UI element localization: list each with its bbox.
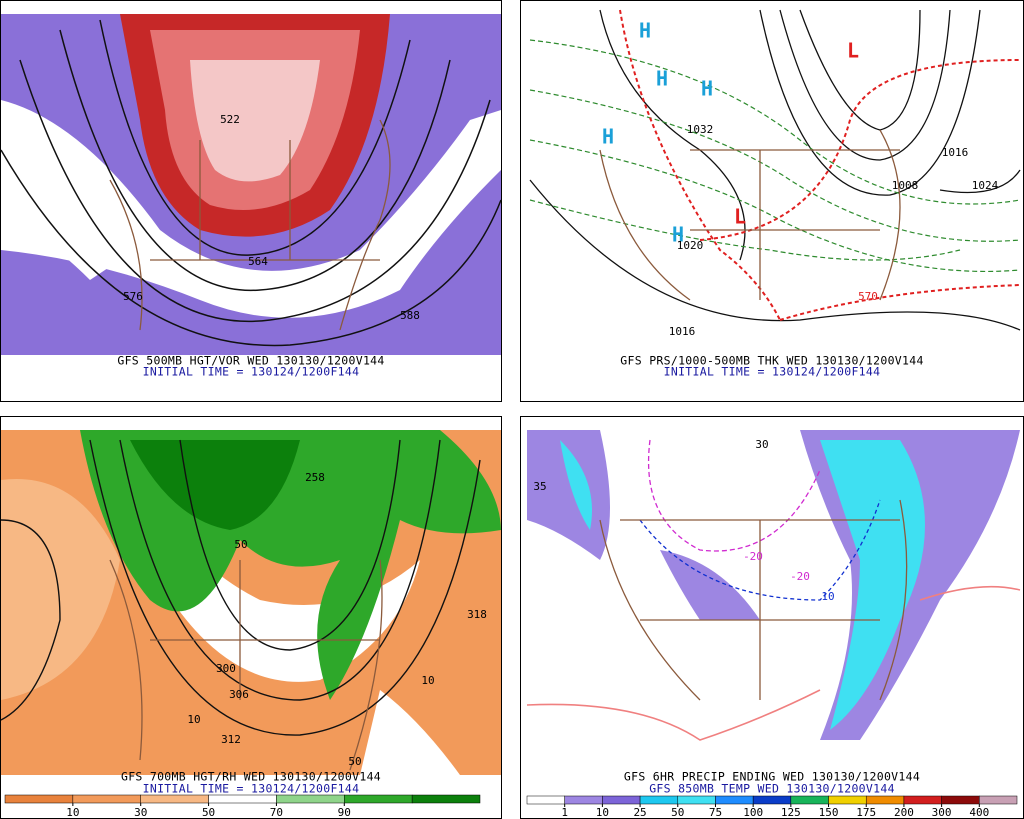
contour-label: H [656, 67, 668, 91]
contour-label: 1024 [972, 179, 999, 192]
contour-label: 588 [400, 309, 420, 322]
contour-label: 1016 [942, 146, 969, 159]
contour-label: 570 [858, 290, 878, 303]
contour-label: 10 [821, 590, 834, 603]
contour-label: 258 [305, 471, 325, 484]
contour-label: -20 [790, 570, 810, 583]
colorbar-swatch [411, 794, 481, 804]
colorbar-swatch [276, 794, 345, 804]
contour-label: 1032 [687, 123, 714, 136]
contour-label: 50 [348, 755, 361, 768]
colorbar-label: 50 [202, 806, 215, 819]
colorbar-swatch [564, 795, 603, 805]
colorbar-label: 125 [781, 806, 801, 819]
contour-label: 30 [755, 438, 768, 451]
contour-label: L [734, 205, 746, 229]
colorbar-label: 100 [743, 806, 763, 819]
colorbar-swatch [602, 795, 641, 805]
map-caption: INITIAL TIME = 130124/1200F144 [143, 782, 360, 796]
colorbar-label: 10 [596, 806, 609, 819]
map-caption: GFS 850MB TEMP WED 130130/1200V144 [649, 782, 895, 796]
colorbar-label: 75 [709, 806, 722, 819]
colorbar-label: 400 [969, 806, 989, 819]
contour-label: 312 [221, 733, 241, 746]
map-precip [526, 430, 1021, 741]
contour-label: L [847, 39, 859, 63]
colorbar-swatch [72, 794, 141, 804]
colorbar-swatch [140, 794, 209, 804]
contour-label: H [672, 223, 684, 247]
contour-label: 35 [533, 480, 546, 493]
contour-label: 1020 [677, 239, 704, 252]
colorbar-swatch [979, 795, 1018, 805]
colorbar-swatch [208, 794, 277, 804]
colorbar-swatch [752, 795, 792, 805]
colorbar-label: 70 [270, 806, 283, 819]
map-700mb [0, 430, 501, 775]
colorbar-swatch [865, 795, 905, 805]
colorbar-label: 175 [856, 806, 876, 819]
map-caption: INITIAL TIME = 130124/1200F144 [664, 365, 881, 379]
colorbar-label: 200 [894, 806, 914, 819]
map-caption: INITIAL TIME = 130124/1200F144 [143, 365, 360, 379]
contour-label: 10 [421, 674, 434, 687]
colorbar-swatch [4, 794, 74, 804]
contour-label: 576 [123, 290, 143, 303]
colorbar-label: 90 [338, 806, 351, 819]
colorbar-label: 300 [932, 806, 952, 819]
contour-label: H [639, 19, 651, 43]
contour-label: 564 [248, 255, 268, 268]
colorbar-swatch [639, 795, 679, 805]
colorbar-swatch [344, 794, 413, 804]
map-caption: GFS PRS/1000-500MB THK WED 130130/1200V1… [620, 354, 923, 368]
contour-label: H [701, 77, 713, 101]
map-500mb [0, 14, 502, 355]
contour-label: 50 [234, 538, 247, 551]
colorbar-swatch [903, 795, 942, 805]
contour-label: 10 [187, 713, 200, 726]
contour-label: 300 [216, 662, 236, 675]
panel-frame [520, 0, 1024, 402]
colorbar-label: 1 [561, 806, 568, 819]
contour-label: 318 [467, 608, 487, 621]
contour-label: 1008 [892, 179, 919, 192]
colorbar-swatch [828, 795, 867, 805]
contour-label: 1016 [669, 325, 696, 338]
colorbar-swatch [790, 795, 829, 805]
colorbar-swatch [677, 795, 716, 805]
colorbar-swatch [526, 795, 565, 805]
contour-label: H [602, 125, 614, 149]
map-thickness [529, 9, 1021, 331]
colorbar-label: 25 [633, 806, 646, 819]
colorbar-label: 150 [819, 806, 839, 819]
colorbar-swatch [715, 795, 754, 805]
colorbar-label: 10 [66, 806, 79, 819]
colorbar-label: 50 [671, 806, 684, 819]
contour-label: 306 [229, 688, 249, 701]
contour-label: 522 [220, 113, 240, 126]
map-caption: GFS 6HR PRECIP ENDING WED 130130/1200V14… [624, 770, 920, 784]
map-caption: GFS 500MB HGT/VOR WED 130130/1200V144 [117, 354, 384, 368]
colorbar-swatch [941, 795, 980, 805]
colorbar-label: 30 [134, 806, 147, 819]
contour-label: -20 [743, 550, 763, 563]
map-caption: GFS 700MB HGT/RH WED 130130/1200V144 [121, 770, 381, 784]
